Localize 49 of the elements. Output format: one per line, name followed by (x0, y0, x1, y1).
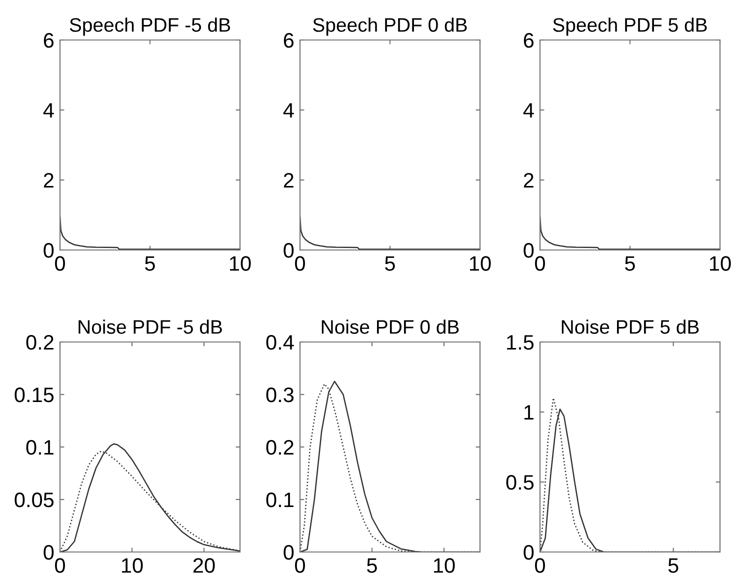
x-tick-label: 5 (625, 256, 635, 271)
y-tick-label: 2 (44, 173, 54, 188)
chart-title: Speech PDF 0 dB (313, 18, 467, 36)
x-tick-label: 0 (535, 256, 545, 271)
x-tick-label: 5 (385, 256, 395, 271)
y-tick-label: 6 (524, 33, 534, 48)
y-tick-label: 4 (283, 103, 294, 118)
y-tick-label: 2 (524, 173, 534, 188)
chart-title: Speech PDF -5 dB (70, 18, 230, 36)
y-tick-label: 0 (44, 243, 54, 258)
x-tick-label: 0 (55, 558, 65, 573)
x-tick-label: 10 (710, 256, 731, 271)
y-tick-label: 0.3 (266, 388, 294, 402)
chart-title: Noise PDF -5 dB (78, 320, 222, 334)
chart-title: Noise PDF 5 dB (562, 320, 699, 334)
x-tick-label: 20 (193, 558, 215, 573)
y-tick-label: 2 (284, 173, 294, 188)
y-tick-label: 6 (44, 33, 54, 48)
chart-title: Noise PDF 0 dB (322, 320, 459, 334)
chart-title: Speech PDF 5 dB (553, 18, 707, 36)
x-tick-label: 5 (367, 558, 377, 573)
y-tick-label: 0 (284, 545, 294, 560)
x-tick-label: 5 (668, 558, 678, 573)
x-tick-label: 0 (295, 558, 305, 573)
y-tick-label: 0 (44, 545, 54, 560)
y-tick-label: 0 (524, 545, 534, 560)
y-tick-label: 0.15 (14, 388, 54, 402)
y-tick-label: 1 (524, 405, 534, 420)
x-tick-label: 5 (145, 256, 155, 271)
x-tick-label: 10 (434, 558, 455, 573)
y-tick-label: 0.5 (506, 475, 534, 490)
y-tick-label: 4 (43, 103, 54, 118)
x-tick-label: 0 (535, 558, 545, 573)
y-tick-label: 0.4 (266, 335, 294, 350)
y-tick-label: 0.05 (14, 492, 54, 508)
y-tick-label: 0.2 (266, 440, 294, 455)
y-tick-label: 0.1 (26, 440, 54, 455)
y-tick-label: 0.1 (266, 492, 294, 508)
x-tick-label: 10 (230, 256, 251, 271)
y-tick-label: 1.5 (507, 335, 534, 350)
x-tick-label: 10 (122, 558, 143, 573)
x-tick-label: 10 (470, 256, 491, 271)
y-tick-label: 6 (284, 33, 294, 48)
x-tick-label: 0 (55, 256, 65, 271)
y-tick-label: 0.2 (26, 335, 54, 350)
x-tick-label: 0 (295, 256, 305, 271)
y-tick-label: 4 (523, 103, 534, 118)
y-tick-label: 0 (284, 243, 294, 258)
y-tick-label: 0 (524, 243, 534, 258)
